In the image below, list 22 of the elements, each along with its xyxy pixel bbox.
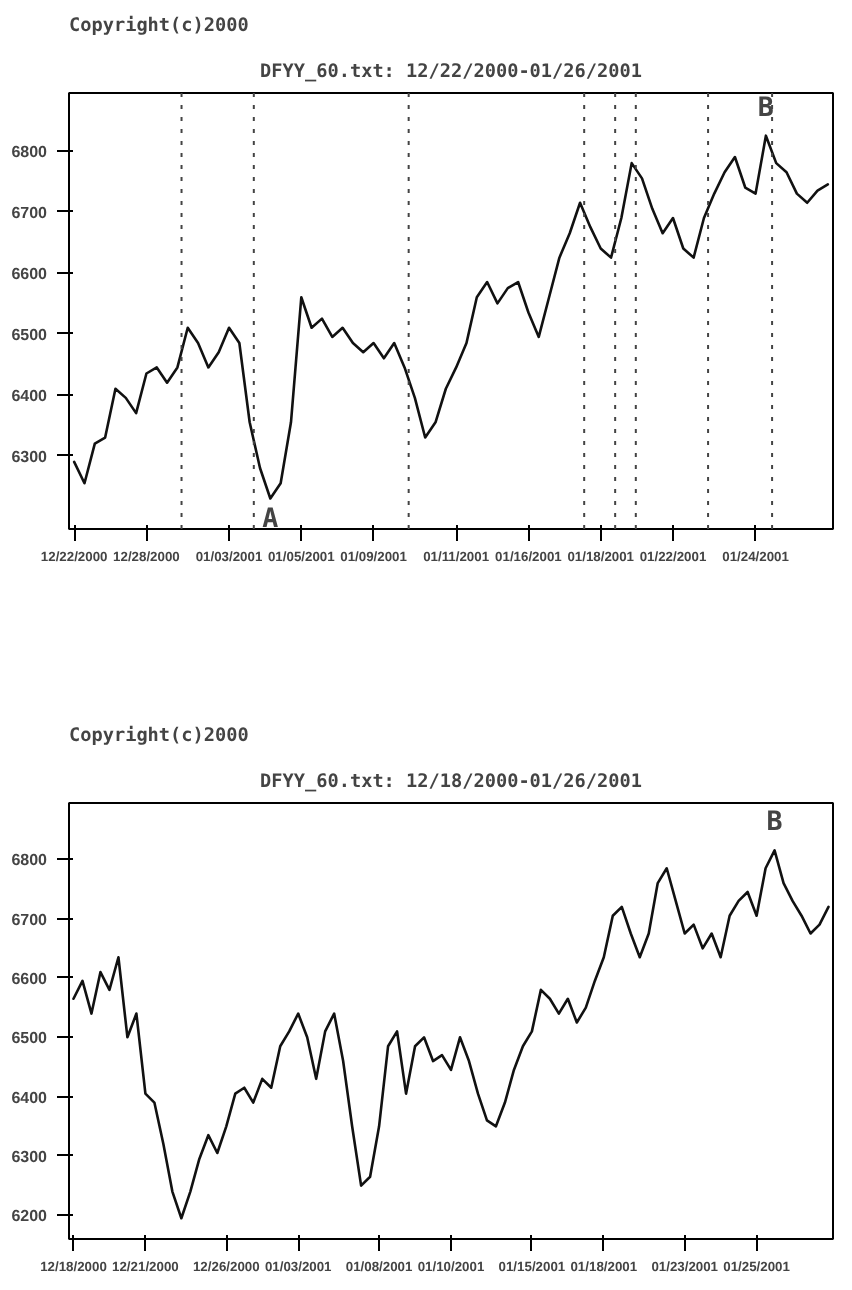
chart-title: DFYY_60.txt: 12/22/2000-01/26/2001 [260, 61, 643, 83]
y-tick-label: 6600 [11, 969, 49, 988]
text: Copyright(c)2000 [69, 15, 250, 37]
line-series [72, 134, 830, 500]
y-tick-label: 6700 [11, 203, 49, 222]
annotation: B [757, 93, 774, 124]
y-tick-label: 6200 [11, 1207, 49, 1226]
annotation: B [766, 808, 783, 839]
text: Copyright(c)2000 [69, 725, 250, 747]
y-tick-label: 6600 [11, 264, 49, 283]
y-tick-label: 6400 [11, 1088, 49, 1107]
y-tick-label: 6500 [11, 1029, 49, 1048]
y-tick-label: 6400 [11, 386, 49, 405]
line-series [72, 849, 830, 1220]
chart-title: DFYY_60.txt: 12/18/2000-01/26/2001 [260, 771, 643, 793]
y-tick-label: 6800 [11, 142, 49, 161]
y-tick-label: 6300 [11, 1147, 49, 1166]
annotation: A [262, 504, 279, 535]
y-tick-label: 6800 [11, 851, 49, 870]
y-tick-label: 6500 [11, 325, 49, 344]
y-tick-label: 6300 [11, 447, 49, 466]
y-tick-label: 6700 [11, 910, 49, 929]
